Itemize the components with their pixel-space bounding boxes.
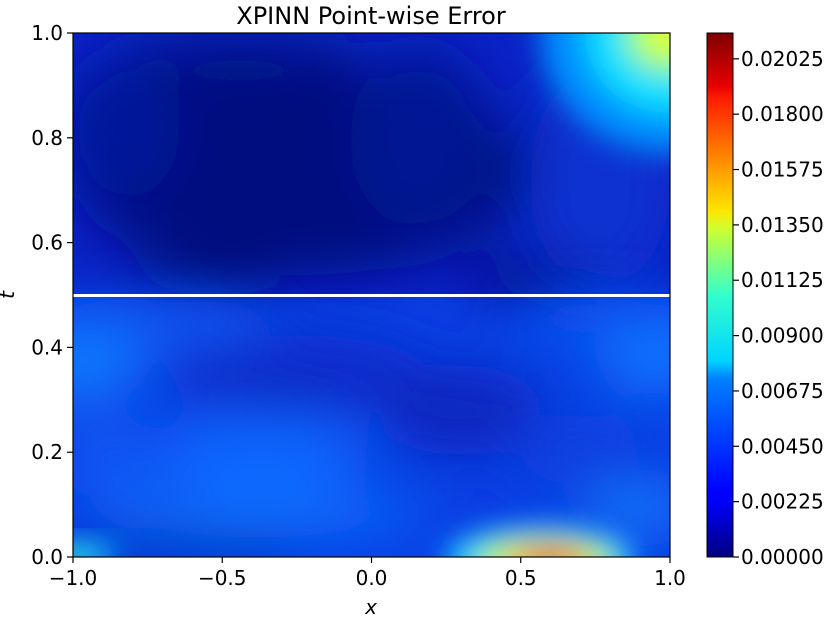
colorbar-tick-label: 0.00900 xyxy=(741,324,824,348)
lower-mid-bright xyxy=(150,415,370,495)
x-tick-label: −1.0 xyxy=(49,566,98,590)
lower-left-mid xyxy=(73,420,160,500)
lower-right-mid xyxy=(520,415,640,485)
lower-center-dark xyxy=(170,335,430,415)
near-interface-dark-2 xyxy=(460,264,600,296)
lower-top-bright-2 xyxy=(510,298,670,338)
x-axis-label: x xyxy=(364,595,377,619)
lower-band-bright xyxy=(90,493,430,537)
bottom-hotspot xyxy=(445,526,635,557)
y-axis-label: t xyxy=(0,290,19,299)
colorbar-tick-label: 0.01350 xyxy=(741,213,824,237)
upper-subdomain-features xyxy=(73,35,670,296)
colorbar-tick-label: 0.00000 xyxy=(741,545,824,569)
colorbar-tick-label: 0.01125 xyxy=(741,268,824,292)
y-axis: 0.0 0.2 0.4 0.6 0.8 1.0 xyxy=(31,21,73,569)
y-tick-label: 0.6 xyxy=(31,231,63,255)
lower-subdomain-features xyxy=(73,298,670,557)
colorbar-tick-label: 0.02025 xyxy=(741,47,824,71)
y-tick-label: 0.4 xyxy=(31,335,63,359)
x-tick-label: −0.5 xyxy=(198,566,247,590)
lower-right-band xyxy=(580,486,670,530)
upper-mid-dark xyxy=(350,50,490,230)
chart-title: XPINN Point-wise Error xyxy=(236,2,506,30)
colorbar-tick-label: 0.01575 xyxy=(741,158,824,182)
colorbar-tick-label: 0.00450 xyxy=(741,434,824,458)
colorbar-tick-label: 0.01800 xyxy=(741,102,824,126)
colorbar-tick-label: 0.00675 xyxy=(741,379,824,403)
x-tick-label: 1.0 xyxy=(654,566,686,590)
upper-top-dark xyxy=(120,35,360,85)
y-tick-label: 0.2 xyxy=(31,440,63,464)
bottom-left-hotspot xyxy=(73,542,118,557)
upper-left-dark xyxy=(73,60,180,200)
lower-mid-dark xyxy=(380,365,540,455)
colorbar-ticks: 0.00000 0.00225 0.00450 0.00675 0.00900 0.011… xyxy=(733,47,824,569)
y-tick-label: 0.8 xyxy=(31,126,63,150)
x-axis: −1.0 −0.5 0.0 0.5 1.0 xyxy=(49,557,686,590)
x-tick-label: 0.0 xyxy=(356,566,388,590)
y-tick-label: 0.0 xyxy=(31,545,63,569)
y-tick-label: 1.0 xyxy=(31,21,63,45)
x-tick-label: 0.5 xyxy=(505,566,537,590)
colorbar-tick-label: 0.00225 xyxy=(741,490,824,514)
near-interface-dark xyxy=(120,264,280,296)
colorbar xyxy=(706,32,734,558)
bottom-dark-left xyxy=(73,538,310,557)
upper-corner-hotspot xyxy=(540,33,670,153)
heatmap-field xyxy=(73,33,670,557)
lower-top-bright xyxy=(73,298,270,342)
